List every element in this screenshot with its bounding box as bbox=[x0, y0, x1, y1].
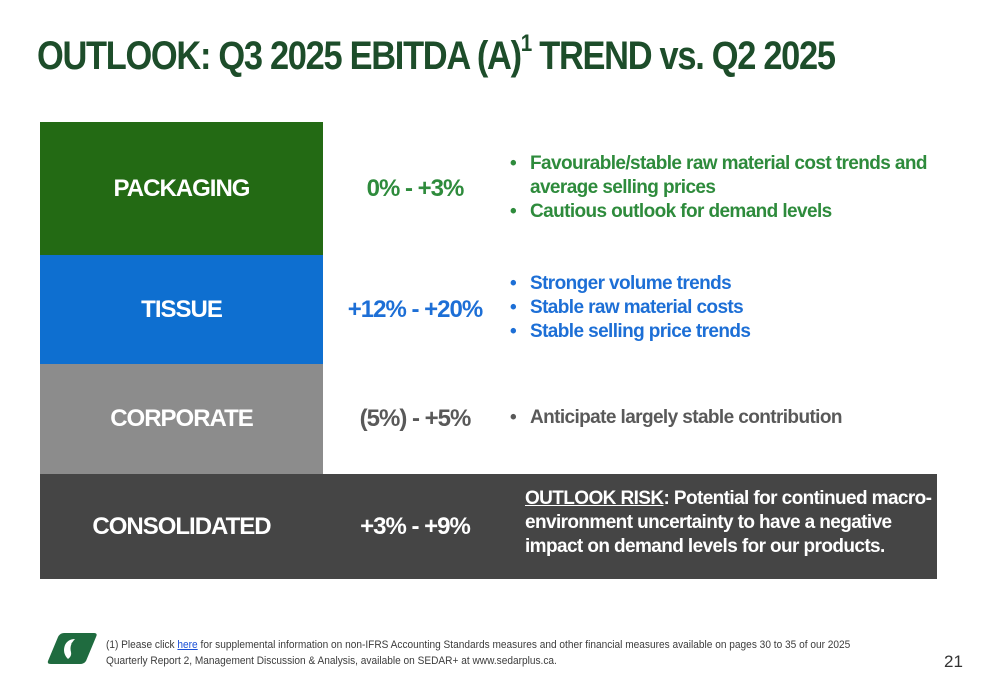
segment-range-corporate: (5%) - +5% bbox=[359, 405, 472, 432]
footnote-prefix: (1) Please click bbox=[106, 639, 178, 651]
bullet-item: Favourable/stable raw material cost tren… bbox=[508, 152, 948, 200]
segment-row-tissue: TISSUE +12% - +20% Stronger volume trend… bbox=[40, 255, 937, 364]
segment-range-consolidated: +3% - +9% bbox=[360, 512, 471, 540]
segment-row-corporate: CORPORATE (5%) - +5% Anticipate largely … bbox=[40, 364, 937, 474]
bullet-item: Stable raw material costs bbox=[508, 296, 948, 320]
segment-label-consolidated: CONSOLIDATED bbox=[92, 512, 271, 540]
title-text: OUTLOOK: Q3 2025 EBITDA (A) bbox=[37, 34, 522, 78]
segment-label-tissue: TISSUE bbox=[40, 255, 323, 364]
page-number: 21 bbox=[944, 652, 963, 671]
supplemental-info-link[interactable]: here bbox=[177, 639, 198, 651]
bullet-item: Stable selling price trends bbox=[508, 320, 948, 344]
segment-row-packaging: PACKAGING 0% - +3% Favourable/stable raw… bbox=[40, 122, 937, 255]
segment-range-tissue: +12% - +20% bbox=[347, 295, 483, 323]
segment-range-packaging: 0% - +3% bbox=[366, 174, 465, 202]
segment-label-packaging: PACKAGING bbox=[40, 122, 323, 255]
bullet-item: Stronger volume trends bbox=[508, 272, 948, 296]
page-title: OUTLOOK: Q3 2025 EBITDA (A)1 TREND vs. Q… bbox=[37, 31, 836, 79]
bullet-item: Anticipate largely stable contribution bbox=[508, 406, 948, 430]
segment-bullets-packaging: Favourable/stable raw material cost tren… bbox=[508, 152, 948, 224]
outlook-risk-separator: : bbox=[663, 488, 670, 509]
title-text-after: TREND vs. Q2 2025 bbox=[530, 34, 836, 78]
outlook-risk-body: Potential for continued macro-environmen… bbox=[525, 488, 932, 557]
footnote-suffix: for supplemental information on non-IFRS… bbox=[106, 639, 851, 667]
segment-label-corporate: CORPORATE bbox=[40, 364, 323, 474]
footnote: (1) Please click here for supplemental i… bbox=[106, 637, 879, 669]
segment-bullets-tissue: Stronger volume trends Stable raw materi… bbox=[508, 272, 948, 344]
segment-bullets-corporate: Anticipate largely stable contribution bbox=[508, 406, 948, 430]
bullet-item: Cautious outlook for demand levels bbox=[508, 200, 948, 224]
title-footnote-marker: 1 bbox=[520, 29, 532, 57]
company-logo-icon bbox=[47, 633, 97, 664]
outlook-risk-label: OUTLOOK RISK bbox=[525, 488, 664, 509]
outlook-risk-text: OUTLOOK RISK: Potential for continued ma… bbox=[525, 487, 935, 559]
segment-row-consolidated: CONSOLIDATED +3% - +9% OUTLOOK RISK: Pot… bbox=[40, 474, 937, 579]
